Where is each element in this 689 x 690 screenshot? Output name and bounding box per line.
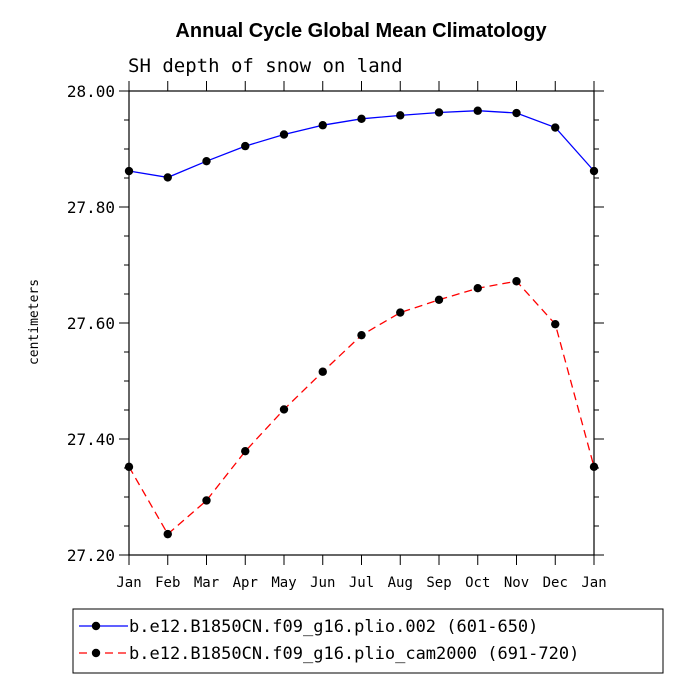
x-tick-label: Dec: [543, 575, 568, 591]
legend-marker: [91, 621, 101, 631]
y-tick-label: 27.80: [67, 198, 115, 217]
y-tick-label: 28.00: [67, 82, 115, 101]
data-point: [551, 123, 560, 132]
data-point: [318, 367, 327, 376]
data-point: [357, 330, 366, 340]
x-tick-label: Jul: [349, 575, 374, 591]
x-tick-label: Feb: [155, 575, 180, 591]
chart-title: Annual Cycle Global Mean Climatology: [175, 20, 547, 42]
x-tick-label: Aug: [388, 575, 413, 591]
data-point: [473, 284, 482, 293]
legend-label: b.e12.B1850CN.f09_g16.plio.002 (601-650): [129, 617, 538, 637]
legend-box: [72, 608, 664, 674]
x-tick-label: Jan: [581, 575, 606, 591]
data-point: [434, 108, 444, 117]
x-tick-label: Apr: [233, 575, 258, 591]
legend: b.e12.B1850CN.f09_g16.plio.002 (601-650)…: [72, 608, 664, 674]
y-tick-label: 27.20: [67, 546, 115, 565]
x-tick-label: Oct: [465, 575, 490, 591]
y-tick-label: 27.40: [67, 430, 115, 449]
legend-marker: [91, 648, 101, 658]
data-point: [202, 496, 211, 505]
data-point: [202, 156, 211, 166]
data-point: [512, 108, 521, 118]
data-point: [241, 141, 250, 151]
data-point: [551, 319, 560, 329]
data-point: [163, 173, 172, 182]
data-point: [163, 529, 172, 539]
x-tick-label: Sep: [426, 575, 451, 591]
x-tick-label: Mar: [194, 575, 219, 591]
data-point: [279, 405, 289, 414]
data-point: [434, 295, 444, 304]
y-axis-label: centimeters: [27, 279, 42, 365]
data-point: [279, 130, 289, 139]
data-point: [396, 308, 405, 317]
chart-subtitle: SH depth of snow on land: [128, 55, 403, 77]
data-point: [241, 446, 250, 456]
x-tick-label: Jan: [116, 575, 141, 591]
data-point: [473, 106, 482, 115]
plot-frame: [128, 90, 595, 556]
data-point: [512, 277, 521, 286]
data-point: [589, 462, 599, 472]
data-point: [396, 111, 405, 120]
series-line-2: [128, 280, 595, 536]
x-tick-label: Jun: [310, 575, 335, 591]
x-tick-label: Nov: [504, 575, 529, 591]
legend-label: b.e12.B1850CN.f09_g16.plio_cam2000 (691-…: [129, 644, 579, 664]
x-tick-label: May: [271, 575, 296, 591]
data-point: [124, 166, 134, 176]
data-point: [318, 121, 327, 130]
data-point: [124, 462, 134, 472]
data-point: [357, 114, 366, 124]
y-tick-label: 27.60: [67, 314, 115, 333]
data-point: [589, 166, 599, 176]
